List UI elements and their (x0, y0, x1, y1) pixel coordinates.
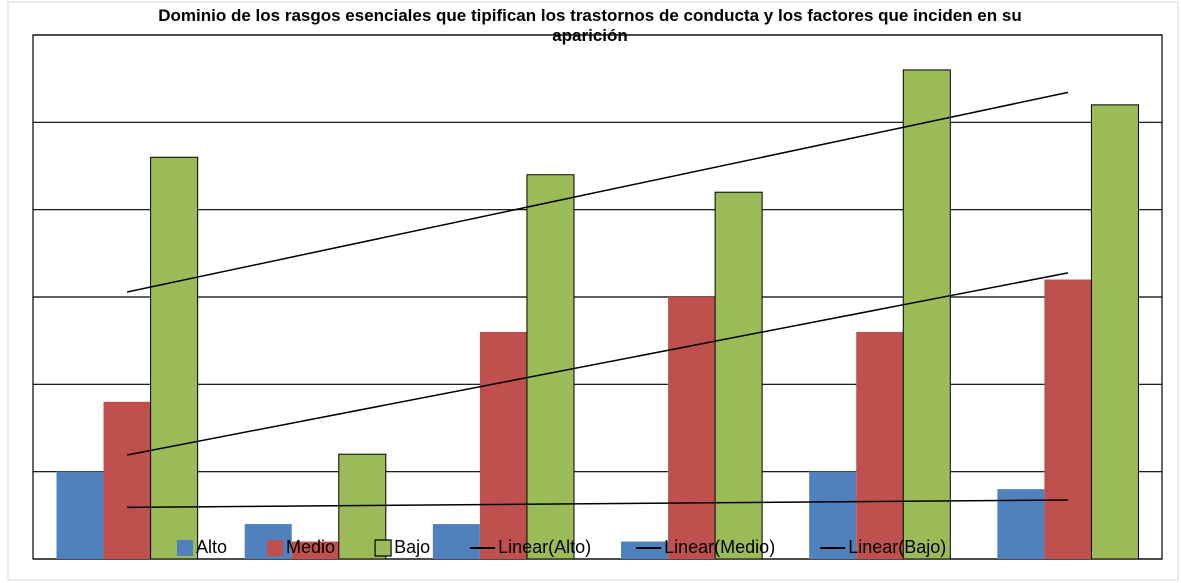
legend-label: Bajo (394, 537, 430, 557)
bar (291, 541, 339, 559)
trend-line (126, 272, 1069, 456)
legend-label: Linear(Alto) (498, 537, 591, 557)
bar (479, 331, 527, 559)
bar (668, 297, 716, 559)
trend-line (126, 91, 1069, 293)
bar (902, 69, 951, 560)
plot-area (32, 34, 1163, 560)
trend-line (127, 499, 1068, 509)
bar (856, 331, 904, 559)
bar (714, 191, 763, 560)
bar (150, 156, 199, 560)
legend-swatch (177, 540, 193, 556)
bar (1044, 279, 1092, 559)
bar (103, 401, 151, 559)
chart-border (7, 1, 1179, 581)
bar (621, 541, 669, 559)
legend-label: Linear(Medio) (664, 537, 775, 557)
chart-title: Dominio de los rasgos esenciales que tip… (158, 6, 1022, 45)
legend-label: Linear(Bajo) (848, 537, 946, 557)
legend-swatch (267, 540, 284, 556)
bar (809, 471, 857, 559)
legend-label: Alto (196, 537, 227, 557)
legend-label: Medio (286, 537, 335, 557)
bar (526, 174, 575, 560)
bar (1090, 104, 1139, 560)
bar (432, 524, 480, 559)
bar (56, 471, 104, 559)
legend-swatch (374, 539, 392, 557)
